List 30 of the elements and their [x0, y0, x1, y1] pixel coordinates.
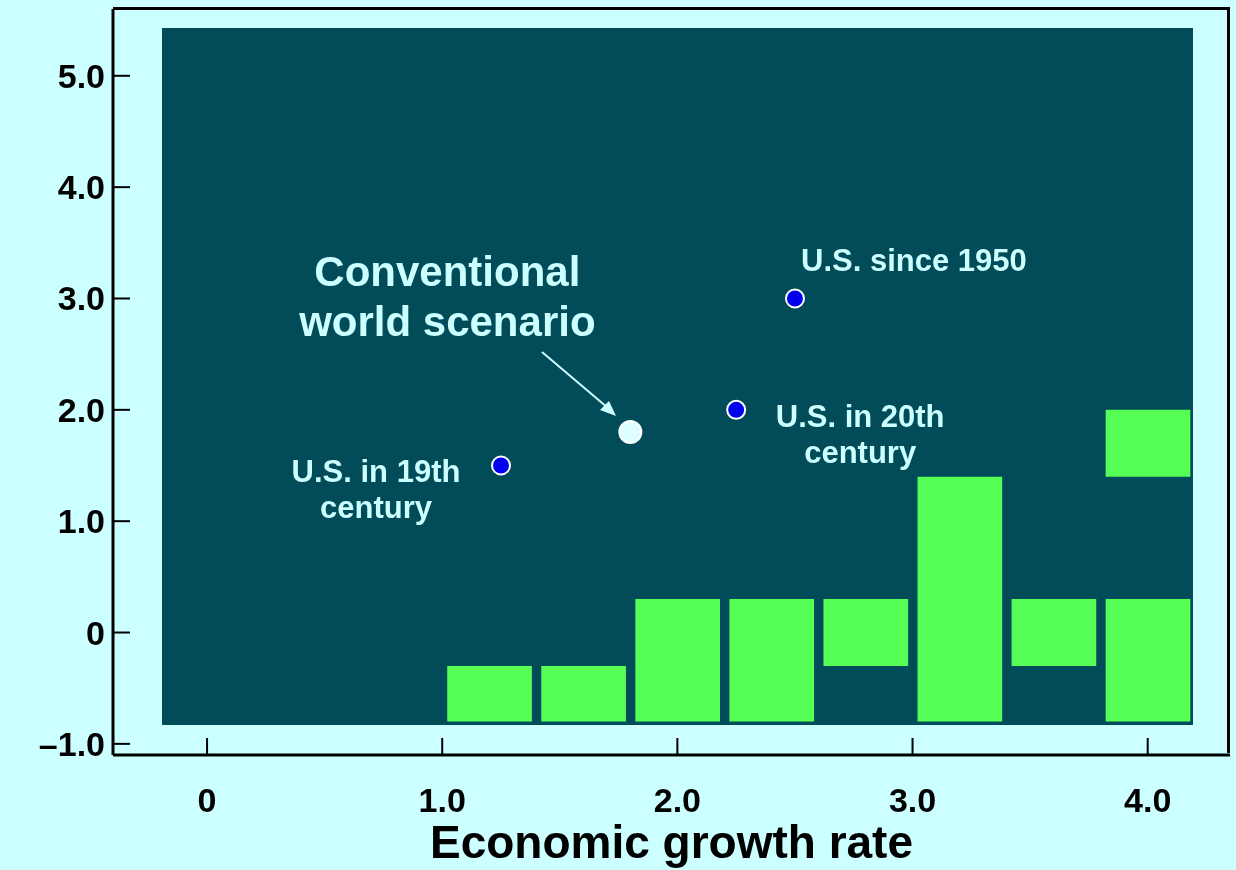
annotation: U.S. in 20th century — [774, 399, 946, 473]
bar — [541, 665, 626, 722]
y-tick-label: 3.0 — [57, 279, 105, 318]
x-tick-label: 1.0 — [418, 781, 466, 819]
bar — [1011, 599, 1097, 666]
y-tick-label: 2.0 — [57, 390, 105, 429]
y-tick-label: 5.0 — [57, 56, 105, 95]
y-tick-label: –1.0 — [38, 724, 105, 763]
x-tick-label: 0 — [197, 781, 217, 819]
x-tick-label: 3.0 — [888, 781, 937, 819]
annotation: U.S. in 19th century — [290, 453, 462, 528]
bar — [729, 599, 815, 722]
y-tick-label: 0 — [86, 613, 105, 652]
bar — [447, 665, 532, 722]
point — [784, 288, 805, 309]
y-tick-label: 4.0 — [57, 168, 105, 207]
annotation: Conventional world scenario — [298, 247, 597, 347]
bar — [1105, 409, 1191, 477]
bar — [823, 599, 909, 666]
x-tick-label: 2.0 — [653, 781, 702, 819]
bar — [1105, 599, 1191, 722]
bar — [917, 476, 1003, 722]
bar — [635, 599, 720, 722]
y-tick-label: 1.0 — [57, 502, 105, 541]
annotation: U.S. since 1950 — [800, 243, 1028, 280]
point — [618, 420, 643, 445]
x-axis-title: Economic growth rate — [429, 816, 914, 868]
point — [726, 399, 747, 420]
point — [491, 455, 512, 476]
x-tick-label: 4.0 — [1124, 781, 1172, 819]
